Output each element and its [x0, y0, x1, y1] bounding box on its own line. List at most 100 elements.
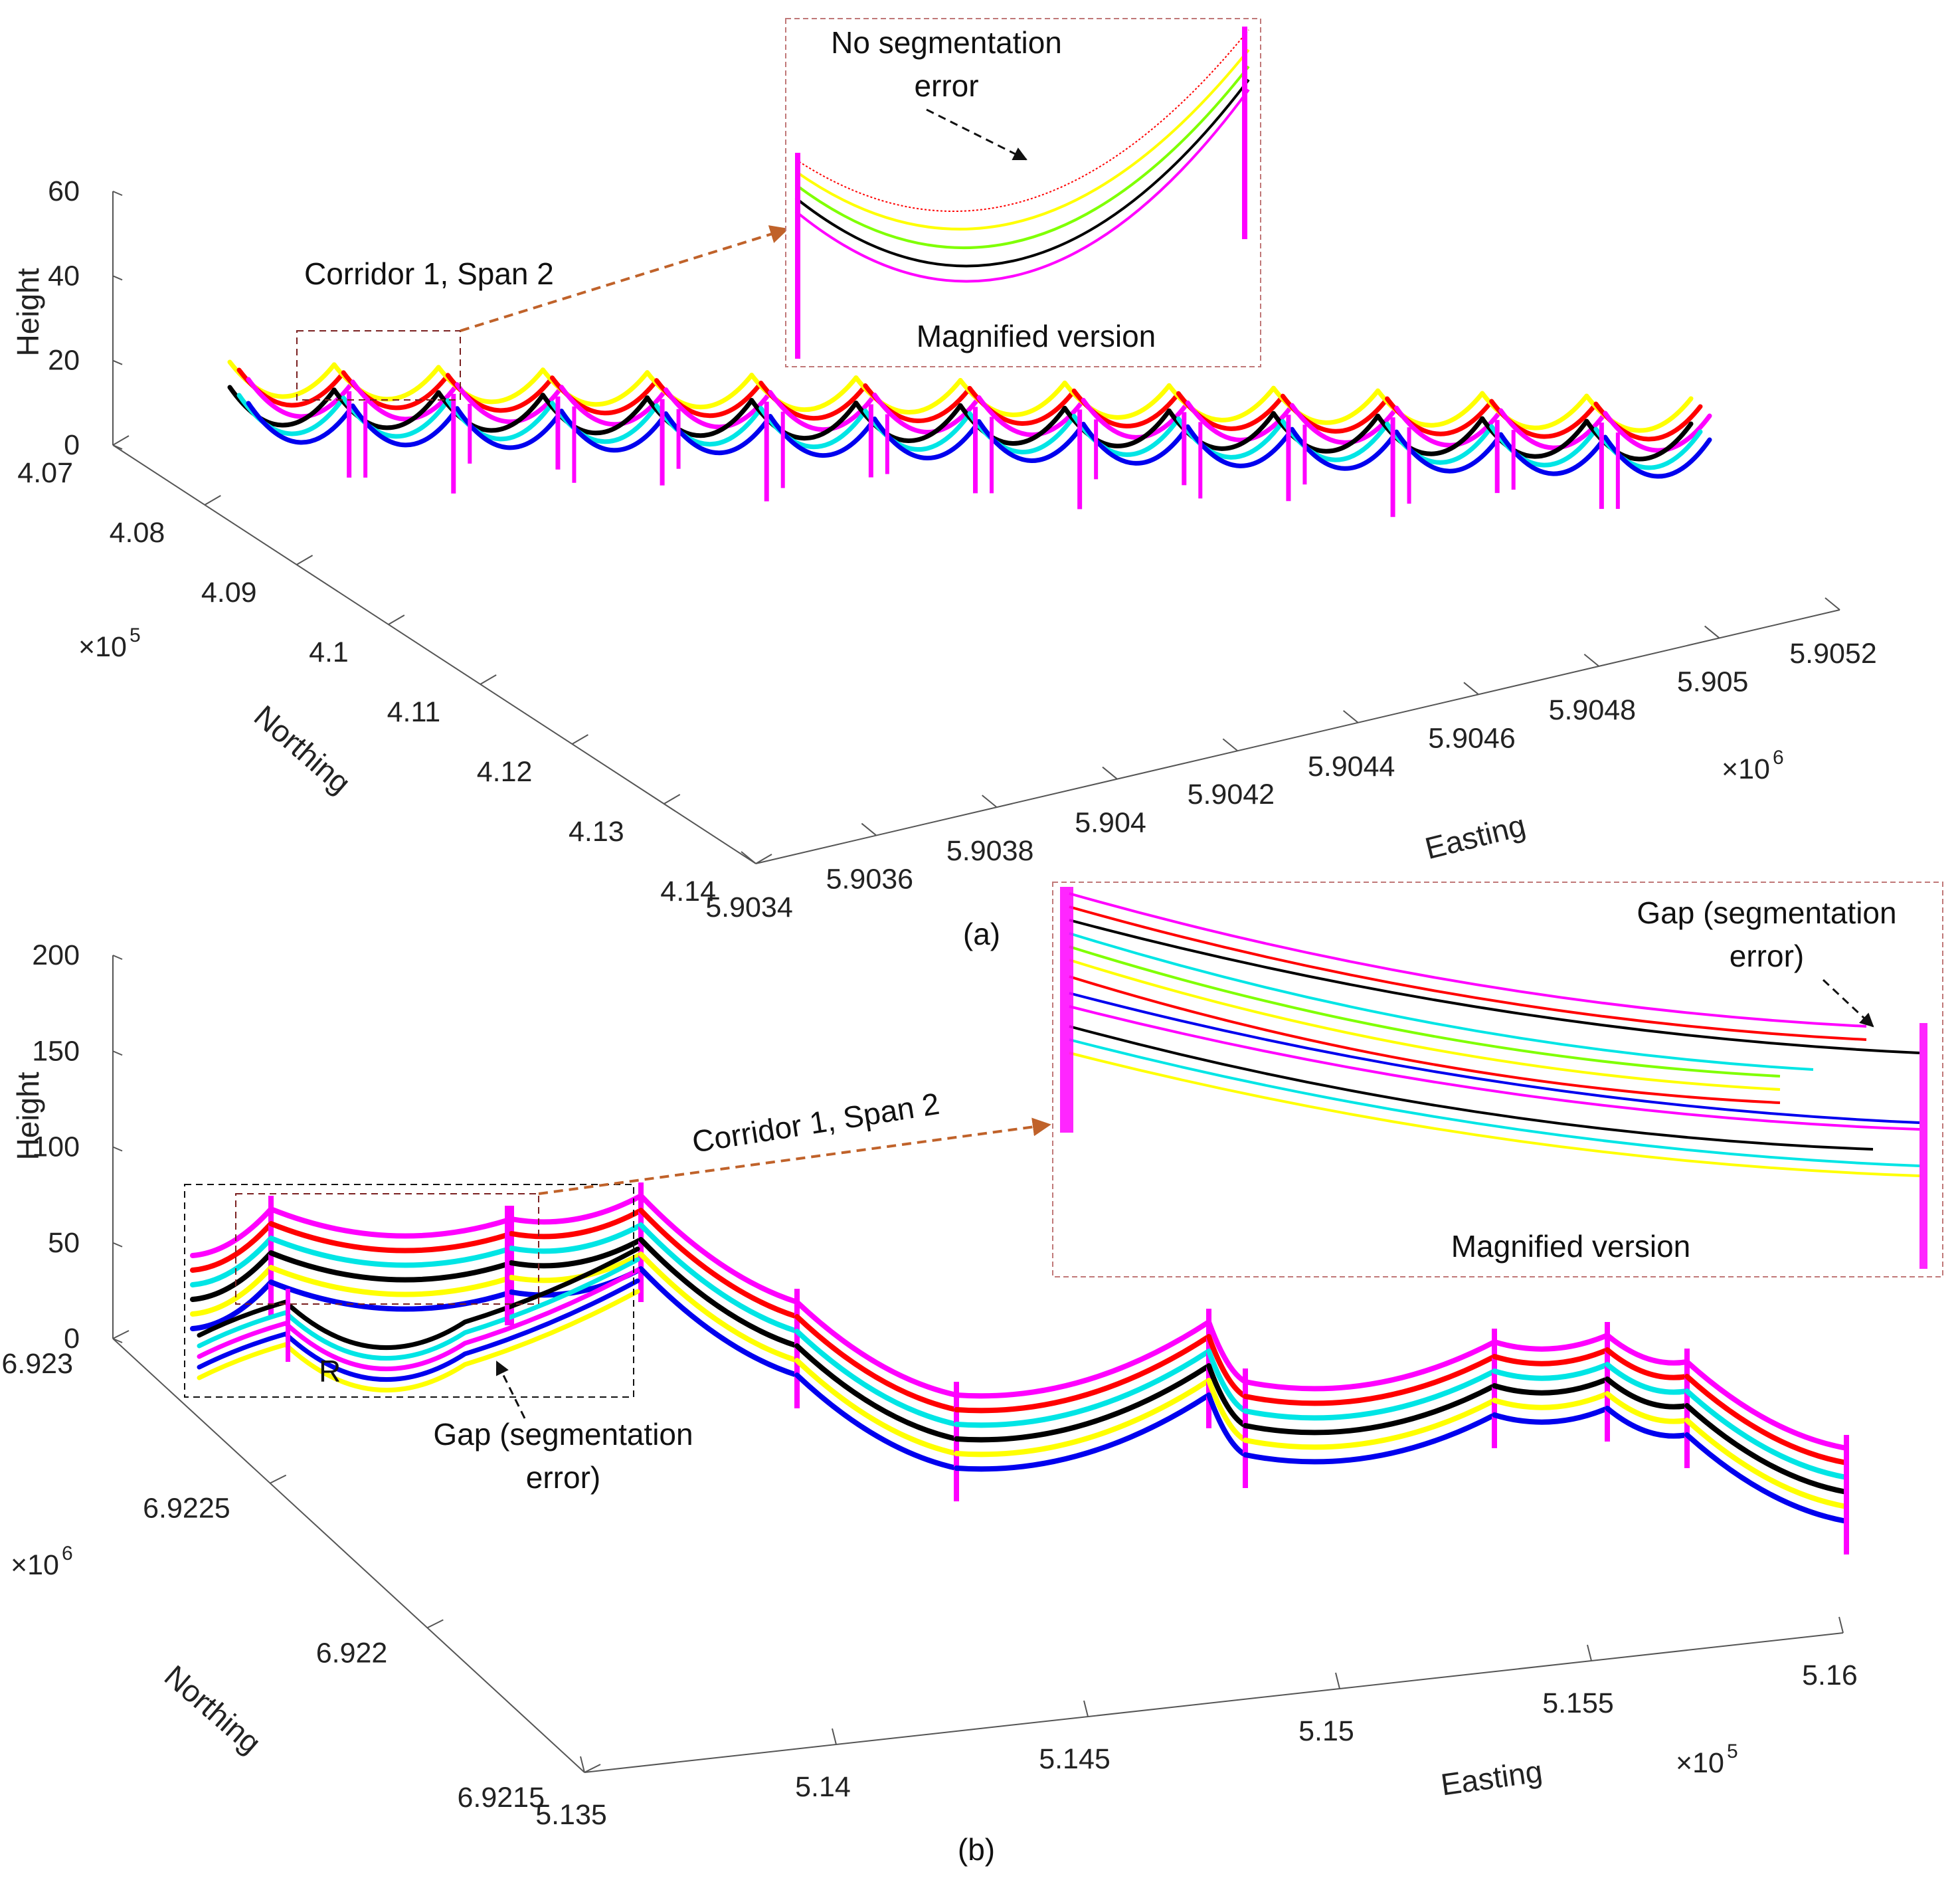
panel-a-easting-multiplier: ×10 — [1722, 753, 1770, 785]
panel-b-span-8-blue-line — [1243, 1412, 1497, 1465]
panel-b-span-10-blue-line — [1605, 1406, 1690, 1439]
panel-a-northing-exponent-value: 5 — [130, 624, 141, 646]
panel-a-northing-tick-mark — [664, 794, 681, 804]
panel-b-gap-label-line2: error) — [526, 1460, 600, 1495]
panel-b-easting-tick-label: 5.155 — [1542, 1687, 1614, 1719]
panel-b-region-yellow-line — [197, 1289, 640, 1393]
panel-b-northing-axis-label: Northing — [158, 1658, 268, 1760]
panel-a-inset-pylon-right — [1242, 27, 1247, 239]
panel-b-span-8-red-line — [1243, 1354, 1497, 1406]
panel-a-pylon — [1077, 409, 1083, 510]
panel-b-easting-tick-mark — [832, 1728, 837, 1745]
panel-b-span-1-yellow-line — [190, 1265, 274, 1317]
panel-b-easting-ticks: 5.135 5.14 5.145 5.15 5.155 5.16 — [535, 1616, 1858, 1831]
panel-b-easting-multiplier: ×10 — [1676, 1747, 1724, 1779]
panel-a-z-tick-label: 0 — [64, 429, 80, 461]
panel-b-span-6-black-line — [954, 1363, 1211, 1443]
panel-a-inset-caption: Magnified version — [917, 319, 1156, 353]
panel-b-northing-exponent: ×10 6 — [11, 1543, 73, 1581]
panel-b-easting-exponent-value: 5 — [1727, 1741, 1738, 1762]
panel-b-span-2-black-line — [268, 1250, 514, 1283]
panel-a-northing-tick-mark — [755, 854, 772, 864]
panel-a-pylon — [1182, 412, 1187, 486]
panel-b-span-7-blue-line — [1206, 1392, 1248, 1458]
panel-b-northing-tick-label: 6.9225 — [143, 1493, 230, 1525]
panel-b-z-tick-mark — [112, 1242, 123, 1248]
panel-b-span-1-blue-line — [190, 1279, 274, 1331]
panel-b-northing-ticks: 6.923 6.9225 6.922 6.9215 — [1, 1330, 601, 1814]
panel-b-span-6-magenta-line — [954, 1319, 1211, 1399]
panel-b-inset: Gap (segmentation error) Magnified versi… — [1052, 882, 1943, 1277]
panel-b-label: (b) — [958, 1832, 995, 1867]
panel-b-span-9-cyan-line — [1492, 1362, 1610, 1381]
panel-b-easting-tick-mark — [1838, 1616, 1844, 1634]
panel-a-easting-tick-label: 5.9036 — [826, 864, 914, 895]
panel-b-span-1-red-line — [190, 1221, 274, 1273]
panel-a-inset-arrow — [926, 108, 1027, 161]
panel-a-inset: No segmentation error Magnified version — [785, 18, 1261, 367]
panel-a-span-14-magenta-line — [1603, 411, 1712, 453]
panel-b-easting-tick-mark — [1335, 1672, 1340, 1689]
panel-b-region-label: R — [319, 1354, 341, 1388]
panel-a-northing-axis-label: Northing — [248, 698, 357, 800]
panel-a-pylon — [990, 417, 994, 494]
panel-a-easting-tick-label: 5.9044 — [1308, 751, 1395, 783]
panel-a-pylon — [764, 401, 769, 502]
panel-a-northing-tick-label: 4.12 — [477, 756, 533, 788]
panel-b-z-tick-mark — [112, 1146, 123, 1152]
panel-b-inset-gap-arrow — [1822, 979, 1874, 1028]
panel-b-span-10-black-line — [1605, 1376, 1690, 1410]
panel-a-span-11-magenta-line — [1289, 403, 1399, 445]
panel-b-northing-tick-mark — [426, 1619, 444, 1629]
panel-a-northing-axis-line — [112, 444, 757, 864]
panel-b-span-6-red-line — [954, 1334, 1211, 1414]
panel-b-z-tick-mark — [112, 1050, 123, 1056]
panel-b-span-3-cyan-line — [509, 1222, 644, 1254]
panel-b-easting-tick-mark — [580, 1756, 585, 1773]
panel-a-northing-multiplier: ×10 — [78, 631, 127, 663]
panel-b-span-11-black-line — [1684, 1403, 1849, 1495]
panel-a-inset-magenta-line — [794, 88, 1250, 283]
panel-b-inset-pylon-left — [1060, 887, 1073, 1133]
panel-b-z-tick-label: 150 — [32, 1035, 80, 1067]
panel-a-span-6-magenta-line — [768, 390, 877, 432]
panel-a-corridor-arrow — [460, 225, 789, 332]
panel-a-northing-tick-mark — [388, 614, 405, 625]
panel-a-easting-tick-label: 5.9046 — [1428, 722, 1516, 754]
panel-b-span-9-magenta-line — [1492, 1333, 1610, 1352]
panel-b-span-11-blue-line — [1684, 1432, 1849, 1524]
panel-a-easting-tick-label: 5.905 — [1677, 666, 1749, 698]
panel-b-span-8-cyan-line — [1243, 1368, 1497, 1421]
panel-b-inset-red-line — [1069, 905, 1867, 1041]
panel-a-pylon — [1511, 430, 1516, 490]
panel-b-pylon — [1844, 1435, 1849, 1554]
panel-a-span-1-blue-line — [246, 401, 355, 445]
panel-a-pylon — [973, 407, 978, 494]
panel-b-plot-area — [190, 1182, 1849, 1554]
panel-a-easting-tick-mark — [1825, 597, 1840, 611]
panel-b-span-5-black-line — [794, 1343, 959, 1442]
panel-b-inset-cyan-line — [1069, 1038, 1920, 1167]
panel-a-pylon — [1286, 415, 1291, 502]
panel-b-corridor-arrow — [538, 1117, 1051, 1195]
panel-b-z-tick-label: 200 — [32, 939, 80, 971]
panel-b-northing-tick-mark — [584, 1764, 601, 1773]
panel-a-inset-title-line2: error — [914, 68, 978, 103]
panel-b-region-black-line — [197, 1246, 640, 1351]
panel-b-z-tick-label: 100 — [32, 1131, 80, 1163]
panel-a-pylon — [868, 404, 873, 478]
panel-b-northing-tick-label: 6.9215 — [457, 1782, 545, 1814]
panel-b-span-10-magenta-line — [1605, 1333, 1690, 1366]
panel-a-pylon — [676, 409, 681, 469]
panel-b-span-7-black-line — [1206, 1363, 1248, 1428]
panel-b-northing-tick-label: 6.922 — [316, 1637, 388, 1669]
panel-b-easting-axis-label: Easting — [1439, 1754, 1544, 1802]
panel-a-z-tick-label: 20 — [48, 345, 80, 377]
panel-a-pylon — [363, 401, 368, 478]
panel-b-inset-black-line — [1069, 1025, 1874, 1151]
panel-a-z-tick-mark — [112, 275, 123, 281]
panel-b-z-tick-label: 0 — [64, 1323, 80, 1355]
panel-b-inset-cyan-line — [1069, 932, 1814, 1071]
panel-b-span-4-red-line — [638, 1208, 800, 1319]
